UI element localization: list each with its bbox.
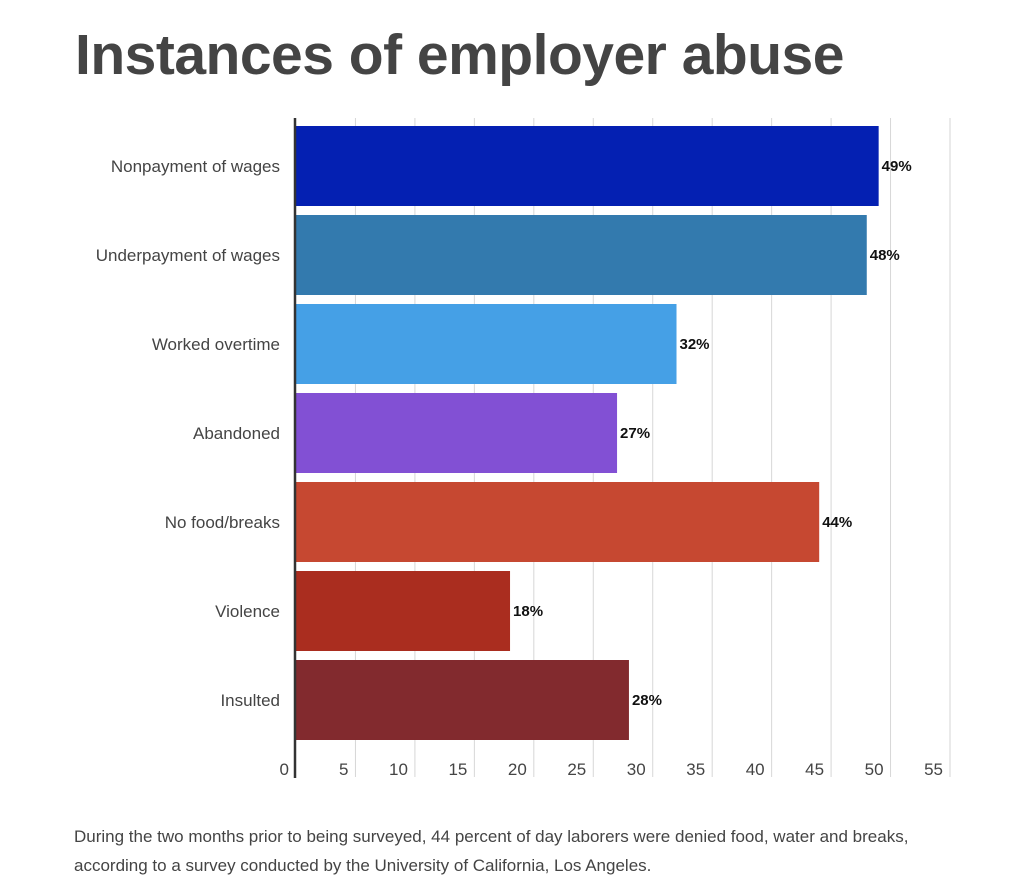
category-label: Abandoned — [193, 424, 280, 443]
x-tick-label: 25 — [567, 760, 586, 779]
data-label: 27% — [620, 425, 650, 442]
bar — [296, 393, 618, 473]
bar-chart: Nonpayment of wages Underpayment of wages… — [96, 118, 951, 779]
chart-caption: During the two months prior to being sur… — [74, 827, 909, 875]
data-label: 18% — [513, 603, 543, 620]
category-labels: Nonpayment of wages Underpayment of wages… — [96, 157, 280, 710]
bars — [296, 126, 879, 740]
category-label: Worked overtime — [152, 335, 280, 354]
x-tick-label: 35 — [686, 760, 705, 779]
bar — [296, 482, 820, 562]
x-tick-label: 40 — [746, 760, 765, 779]
bar — [296, 215, 867, 295]
x-tick-label: 45 — [805, 760, 824, 779]
bar — [296, 304, 677, 384]
chart-title: Instances of employer abuse — [75, 23, 844, 87]
bar — [296, 571, 511, 651]
data-label: 44% — [822, 514, 852, 531]
x-axis-ticks: 0 5 10 15 20 25 30 35 40 45 50 55 — [280, 760, 943, 779]
x-tick-label: 30 — [627, 760, 646, 779]
category-label: Nonpayment of wages — [111, 157, 280, 176]
x-tick-label: 5 — [339, 760, 348, 779]
category-label: Insulted — [220, 691, 280, 710]
bar — [296, 660, 629, 740]
category-label: Underpayment of wages — [96, 246, 280, 265]
category-label: Violence — [215, 602, 280, 621]
data-label: 32% — [680, 336, 710, 353]
data-label: 48% — [870, 247, 900, 264]
x-tick-label: 0 — [280, 760, 289, 779]
data-label: 28% — [632, 692, 662, 709]
data-labels: 49% 48% 32% 27% 44% 18% 28% — [513, 158, 912, 709]
category-label: No food/breaks — [165, 513, 280, 532]
x-tick-label: 55 — [924, 760, 943, 779]
x-tick-label: 15 — [448, 760, 467, 779]
data-label: 49% — [882, 158, 912, 175]
bar — [296, 126, 879, 206]
x-tick-label: 10 — [389, 760, 408, 779]
x-tick-label: 20 — [508, 760, 527, 779]
x-tick-label: 50 — [865, 760, 884, 779]
